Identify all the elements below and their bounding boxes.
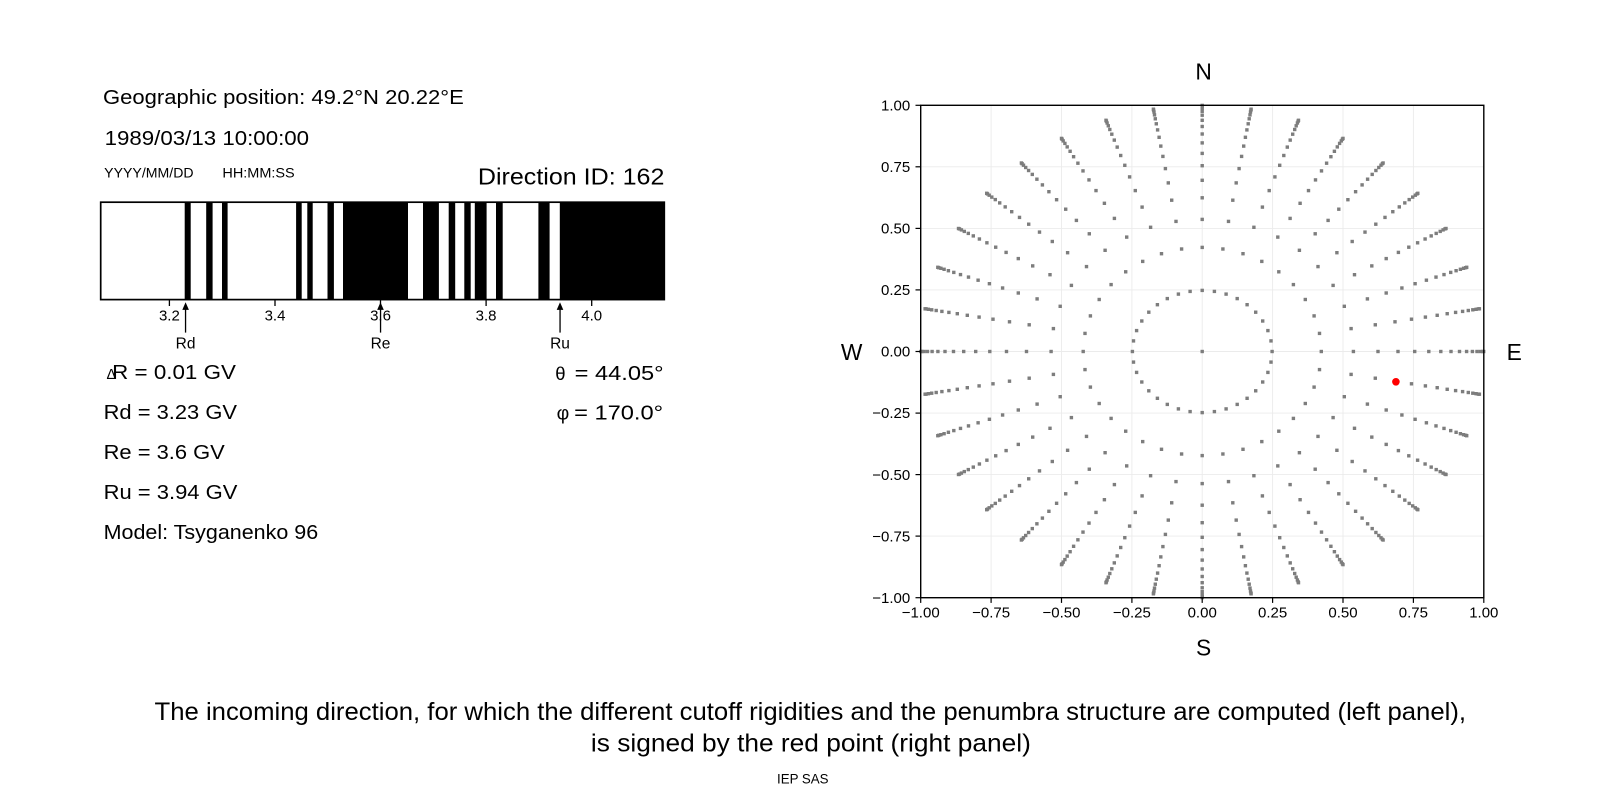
svg-text:0.00: 0.00 <box>881 344 910 361</box>
svg-text:−0.25: −0.25 <box>1113 605 1151 622</box>
svg-text:−1.00: −1.00 <box>902 605 940 622</box>
svg-text:0.50: 0.50 <box>1328 605 1357 622</box>
svg-text:YYYY/MM/DD: YYYY/MM/DD <box>104 165 193 181</box>
svg-text:0.75: 0.75 <box>881 159 910 176</box>
svg-text:−0.75: −0.75 <box>872 528 910 545</box>
svg-text:Δ: Δ <box>107 367 117 383</box>
svg-text:θ: θ <box>555 363 565 384</box>
svg-text:Rd: Rd <box>176 335 196 352</box>
svg-text:Re: Re <box>371 335 391 352</box>
svg-text:The incoming direction, for wh: The incoming direction, for which the di… <box>155 698 1466 726</box>
svg-text:Ru = 3.94 GV: Ru = 3.94 GV <box>104 481 238 504</box>
svg-text:R = 0.01 GV: R = 0.01 GV <box>112 361 236 384</box>
svg-text:−0.50: −0.50 <box>872 467 910 484</box>
svg-text:1989/03/13 10:00:00: 1989/03/13 10:00:00 <box>105 127 310 150</box>
svg-text:−0.25: −0.25 <box>872 405 910 422</box>
svg-text:is signed by the red point (ri: is signed by the red point (right panel) <box>591 730 1031 758</box>
svg-text:Re = 3.6 GV: Re = 3.6 GV <box>104 441 226 464</box>
svg-text:IEP SAS: IEP SAS <box>777 771 829 786</box>
svg-text:−0.75: −0.75 <box>972 605 1010 622</box>
svg-text:Ru: Ru <box>550 335 570 352</box>
svg-text:= 170.0°: = 170.0° <box>574 402 663 425</box>
svg-text:Geographic position: 49.2°N 20: Geographic position: 49.2°N 20.22°E <box>103 86 464 109</box>
svg-text:Model: Tsyganenko 96: Model: Tsyganenko 96 <box>104 521 319 544</box>
svg-text:3.4: 3.4 <box>265 307 286 324</box>
svg-text:0.00: 0.00 <box>1188 605 1217 622</box>
svg-text:4.0: 4.0 <box>581 307 602 324</box>
svg-text:3.8: 3.8 <box>476 307 497 324</box>
svg-text:W: W <box>841 339 863 365</box>
svg-text:= 44.05°: = 44.05° <box>575 362 664 385</box>
svg-text:1.00: 1.00 <box>881 98 910 115</box>
svg-text:3.2: 3.2 <box>159 307 180 324</box>
svg-text:0.25: 0.25 <box>881 282 910 299</box>
svg-text:E: E <box>1507 339 1522 365</box>
svg-text:φ: φ <box>557 403 570 425</box>
svg-text:0.50: 0.50 <box>881 221 910 238</box>
svg-text:−1.00: −1.00 <box>872 590 910 607</box>
svg-text:−0.50: −0.50 <box>1043 605 1081 622</box>
svg-text:Rd = 3.23 GV: Rd = 3.23 GV <box>104 401 238 424</box>
svg-text:N: N <box>1195 59 1211 85</box>
svg-text:S: S <box>1196 634 1211 660</box>
svg-text:1.00: 1.00 <box>1469 605 1498 622</box>
svg-text:Direction ID: 162: Direction ID: 162 <box>478 163 665 189</box>
svg-text:0.75: 0.75 <box>1399 605 1428 622</box>
svg-text:HH:MM:SS: HH:MM:SS <box>222 165 294 181</box>
svg-text:0.25: 0.25 <box>1258 605 1287 622</box>
